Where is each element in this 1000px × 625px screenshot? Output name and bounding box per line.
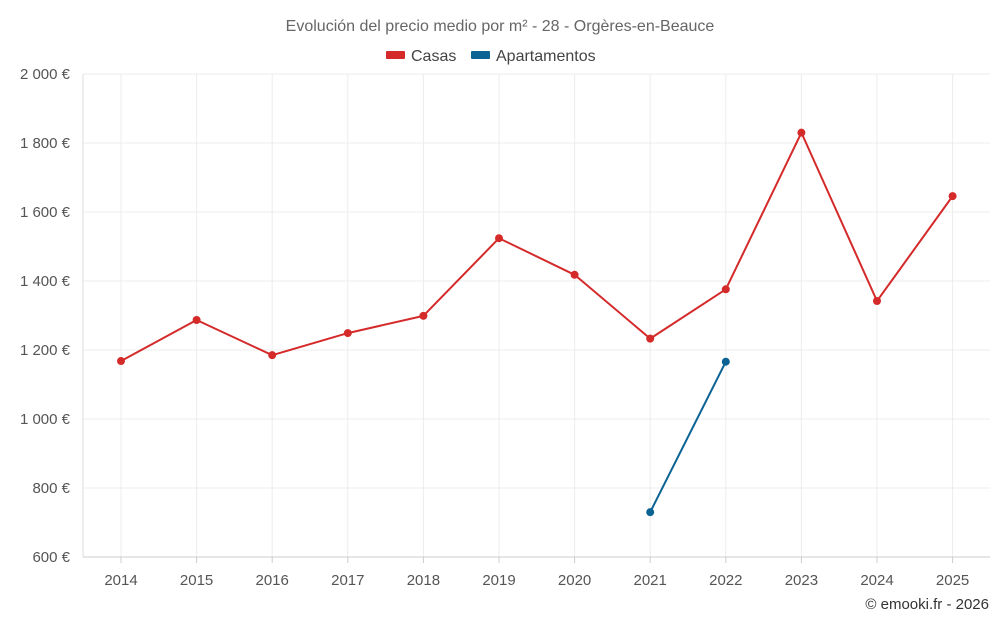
y-tick-label: 600 €	[32, 549, 70, 566]
x-tick-label: 2016	[256, 572, 289, 589]
data-point-casas[interactable]	[948, 192, 957, 201]
legend-item-apartamentos[interactable]: Apartamentos	[471, 48, 596, 65]
y-tick-label: 1 600 €	[20, 204, 71, 221]
legend-swatch-apartamentos	[471, 51, 490, 59]
series-line-casas	[120, 131, 954, 363]
data-point-casas[interactable]	[721, 285, 730, 294]
series-line-apartamentos	[649, 360, 727, 514]
y-tick-label: 800 €	[32, 480, 70, 497]
legend-item-casas[interactable]: Casas	[386, 48, 456, 65]
x-axis: 2014 2015 2016 2017 2018 2019 2020 2021 2022 2023…	[83, 556, 990, 589]
y-tick-label: 1 400 €	[20, 273, 71, 290]
x-tick-label: 2014	[104, 572, 137, 589]
series-layer	[117, 128, 957, 517]
legend-swatch-casas	[386, 51, 405, 59]
legend: Casas Apartamentos	[386, 48, 596, 65]
data-point-apartamentos[interactable]	[721, 357, 730, 366]
x-tick-label: 2019	[482, 572, 515, 589]
x-tick-label: 2021	[634, 572, 667, 589]
data-point-casas[interactable]	[873, 297, 881, 306]
data-point-casas[interactable]	[117, 357, 125, 366]
y-tick-label: 2 000 €	[20, 66, 71, 83]
legend-label-casas: Casas	[411, 48, 456, 65]
x-tick-label: 2024	[860, 572, 893, 589]
x-tick-label: 2023	[785, 572, 818, 589]
chart-title: Evolución del precio medio por m² - 28 -…	[286, 18, 715, 35]
x-tick-label: 2025	[936, 572, 969, 589]
x-tick-label: 2018	[407, 572, 440, 589]
y-axis: 600 € 800 € 1 000 € 1 200 € 1 400 € 1 600 € 1 …	[20, 66, 84, 566]
credit-text: © emooki.fr - 2026	[865, 596, 989, 613]
data-point-casas[interactable]	[268, 351, 277, 360]
data-point-casas[interactable]	[570, 270, 579, 279]
legend-label-apartamentos: Apartamentos	[496, 48, 596, 65]
data-point-casas[interactable]	[797, 128, 806, 137]
data-point-casas[interactable]	[343, 329, 352, 338]
x-tick-label: 2020	[558, 572, 591, 589]
data-point-apartamentos[interactable]	[646, 508, 655, 517]
data-point-casas[interactable]	[646, 334, 655, 343]
x-tick-label: 2017	[331, 572, 364, 589]
y-tick-label: 1 800 €	[20, 135, 71, 152]
y-tick-label: 1 200 €	[20, 342, 71, 359]
grid-lines	[83, 73, 990, 558]
x-tick-label: 2022	[709, 572, 742, 589]
y-tick-label: 1 000 €	[20, 411, 71, 428]
data-point-casas[interactable]	[419, 311, 428, 320]
x-tick-label: 2015	[180, 572, 213, 589]
data-point-casas[interactable]	[495, 234, 503, 243]
data-point-casas[interactable]	[192, 315, 201, 324]
